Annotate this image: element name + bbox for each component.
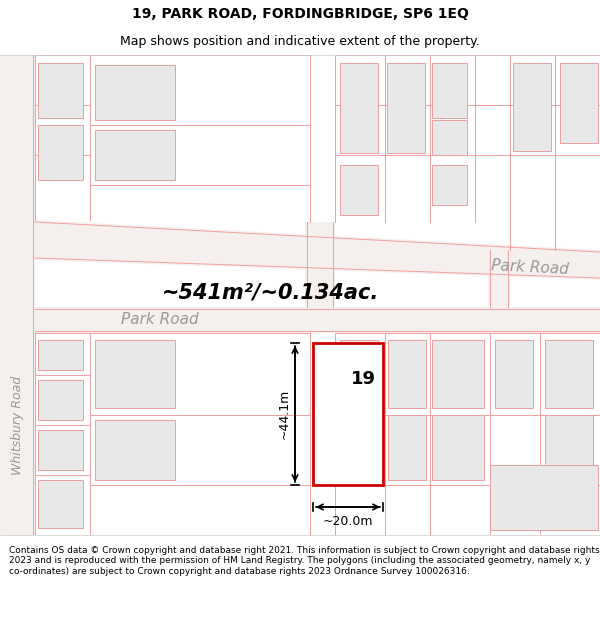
- Bar: [432, 63, 467, 118]
- Text: ~541m²/~0.134ac.: ~541m²/~0.134ac.: [161, 283, 379, 303]
- Bar: [340, 415, 378, 480]
- Bar: [560, 63, 598, 143]
- Text: 19: 19: [350, 369, 376, 388]
- Bar: [38, 430, 83, 470]
- Text: ~20.0m: ~20.0m: [323, 515, 373, 528]
- Text: 19, PARK ROAD, FORDINGBRIDGE, SP6 1EQ: 19, PARK ROAD, FORDINGBRIDGE, SP6 1EQ: [131, 7, 469, 21]
- Bar: [432, 120, 467, 155]
- Bar: [95, 130, 175, 180]
- Polygon shape: [488, 250, 510, 307]
- Bar: [38, 480, 83, 528]
- Polygon shape: [35, 220, 600, 280]
- Bar: [38, 125, 83, 180]
- Bar: [95, 420, 175, 480]
- Text: Park Road: Park Road: [491, 259, 569, 278]
- Bar: [95, 65, 175, 120]
- Bar: [340, 165, 378, 215]
- Text: Whitsbury Road: Whitsbury Road: [11, 376, 25, 474]
- Text: Park Road: Park Road: [121, 312, 199, 328]
- Bar: [387, 63, 425, 153]
- Polygon shape: [305, 222, 335, 307]
- Bar: [495, 340, 533, 408]
- Bar: [38, 63, 83, 118]
- Text: Map shows position and indicative extent of the property.: Map shows position and indicative extent…: [120, 35, 480, 48]
- Bar: [38, 340, 83, 370]
- Bar: [432, 340, 484, 408]
- Polygon shape: [0, 55, 35, 535]
- Bar: [95, 340, 175, 408]
- Bar: [432, 165, 467, 205]
- Polygon shape: [35, 307, 600, 333]
- Bar: [388, 415, 426, 480]
- Bar: [513, 63, 551, 151]
- Bar: [313, 343, 383, 485]
- Bar: [388, 340, 426, 408]
- Text: Contains OS data © Crown copyright and database right 2021. This information is : Contains OS data © Crown copyright and d…: [9, 546, 599, 576]
- Bar: [340, 340, 378, 408]
- Bar: [545, 415, 593, 480]
- Bar: [340, 63, 378, 153]
- Bar: [38, 380, 83, 420]
- Bar: [490, 465, 598, 530]
- Text: ~44.1m: ~44.1m: [278, 389, 291, 439]
- Bar: [545, 340, 593, 408]
- Bar: [432, 415, 484, 480]
